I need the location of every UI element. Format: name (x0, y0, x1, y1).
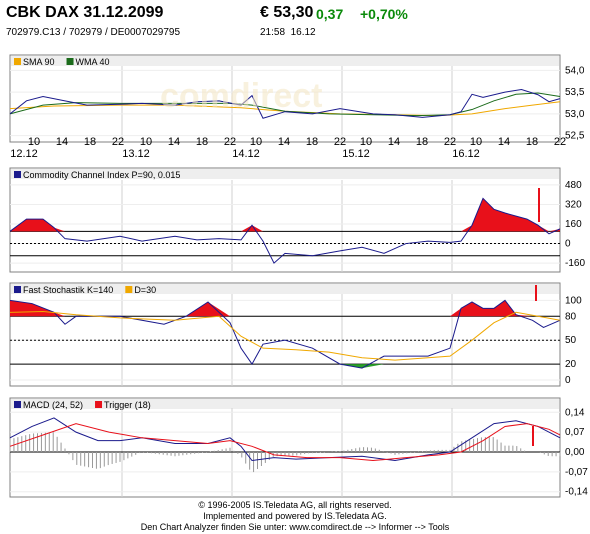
y-tick-label-stoch-4: 0 (565, 375, 571, 386)
x-tick-label-hour: 14 (168, 136, 180, 148)
series-line-cci-0 (9, 197, 561, 264)
y-tick-label-stoch-1: 80 (565, 311, 577, 322)
x-tick-label-hour: 10 (360, 136, 372, 148)
cci-overbought-fill (10, 198, 560, 232)
x-tick-label-day: 16.12 (452, 148, 480, 160)
y-tick-label-price-2: 53,0 (565, 109, 585, 120)
y-tick-label-cci-0: 480 (565, 180, 582, 191)
legend-swatch-macd-0 (14, 401, 21, 408)
x-tick-label-hour: 18 (416, 136, 428, 148)
series-line-stoch-1 (9, 311, 561, 361)
y-tick-label-macd-0: 0,14 (565, 407, 585, 418)
legend-strip-macd (11, 399, 559, 409)
copyright-text: © 1996-2005 IS.Teledata AG, all rights r… (198, 500, 392, 510)
security-identifiers: 702979.C13 / 702979 / DE0007029795 (6, 27, 181, 38)
x-tick-label-hour: 22 (554, 136, 566, 148)
x-tick-label-hour: 10 (250, 136, 262, 148)
legend-swatch-stoch-0 (14, 286, 21, 293)
y-tick-label-macd-1: 0,07 (565, 427, 585, 438)
y-tick-label-price-1: 53,5 (565, 87, 585, 98)
y-tick-label-macd-4: -0,14 (565, 487, 588, 498)
x-tick-label-hour: 22 (444, 136, 456, 148)
x-tick-label-hour: 18 (526, 136, 538, 148)
legend-strip-stoch (11, 284, 559, 294)
x-tick-label-hour: 14 (56, 136, 68, 148)
x-tick-label-hour: 18 (196, 136, 208, 148)
legend-strip-price (11, 56, 559, 66)
y-tick-label-price-0: 54,0 (565, 65, 585, 76)
series-line-price-1 (9, 92, 561, 117)
x-tick-label-day: 12.12 (10, 148, 38, 160)
legend-label-price-1: WMA 40 (76, 57, 110, 67)
legend-strip-cci (11, 169, 559, 179)
x-tick-label-hour: 22 (112, 136, 124, 148)
x-tick-label-hour: 14 (498, 136, 510, 148)
legend-label-stoch-1: D=30 (134, 285, 156, 295)
powered-by-text: Implemented and powered by IS.Teledata A… (203, 511, 387, 521)
y-tick-label-cci-4: -160 (565, 258, 585, 269)
panel-frame-price (9, 54, 561, 143)
y-tick-label-cci-2: 160 (565, 219, 582, 230)
legend-swatch-price-1 (66, 58, 74, 65)
x-tick-label-hour: 10 (28, 136, 40, 148)
x-tick-label-day: 13.12 (122, 148, 150, 160)
legend-swatch-stoch-1 (125, 286, 133, 293)
x-tick-label-hour: 10 (140, 136, 152, 148)
quote-time: 21:58 (260, 27, 286, 38)
y-tick-label-stoch-2: 50 (565, 335, 577, 346)
legend-label-macd-1: Trigger (18) (104, 400, 151, 410)
x-tick-label-hour: 22 (334, 136, 346, 148)
y-tick-label-macd-2: 0,00 (565, 447, 585, 458)
x-tick-label-hour: 22 (224, 136, 236, 148)
analyzer-hint-text: Den Chart Analyzer finden Sie unter: www… (140, 522, 450, 532)
x-tick-label-hour: 10 (470, 136, 482, 148)
x-tick-label-hour: 14 (278, 136, 290, 148)
series-line-macd-0 (9, 417, 561, 462)
y-tick-label-macd-3: -0,07 (565, 467, 588, 478)
y-tick-label-cci-1: 320 (565, 199, 582, 210)
watermark-logo: comdirect (160, 77, 323, 115)
legend-label-price-0: SMA 90 (23, 57, 55, 67)
last-price: € 53,30 (260, 4, 314, 21)
y-tick-label-cci-3: 0 (565, 239, 571, 250)
y-tick-label-stoch-3: 20 (565, 359, 577, 370)
legend-swatch-cci-0 (14, 171, 21, 178)
x-tick-label-hour: 14 (388, 136, 400, 148)
x-tick-label-hour: 18 (84, 136, 96, 148)
quote-date: 16.12 (290, 27, 316, 38)
x-tick-label-day: 14.12 (232, 148, 260, 160)
price-change-percent: +0,70% (360, 6, 408, 22)
quote-timestamp: 21:58 16.12 (260, 27, 316, 38)
y-tick-label-stoch-0: 100 (565, 295, 582, 306)
price-change: 0,37 (316, 6, 344, 22)
panel-frame-macd (9, 397, 561, 498)
page-title: CBK DAX 31.12.2099 (6, 4, 164, 21)
x-tick-label-hour: 18 (306, 136, 318, 148)
x-tick-label-day: 15.12 (342, 148, 370, 160)
legend-label-stoch-0: Fast Stochastik K=140 (23, 285, 113, 295)
series-line-stoch-0 (9, 299, 561, 369)
series-line-macd-1 (9, 423, 561, 462)
footer: © 1996-2005 IS.Teledata AG, all rights r… (0, 500, 590, 533)
legend-swatch-macd-1 (95, 401, 103, 408)
legend-label-cci-0: Commodity Channel Index P=90, 0.015 (23, 170, 180, 180)
y-tick-label-price-3: 52,5 (565, 131, 585, 142)
series-line-price-2 (9, 88, 561, 119)
panel-frame-stoch (9, 282, 561, 387)
legend-label-macd-0: MACD (24, 52) (23, 400, 83, 410)
stoch-overbought-fill (10, 300, 560, 317)
legend-swatch-price-0 (14, 58, 21, 65)
